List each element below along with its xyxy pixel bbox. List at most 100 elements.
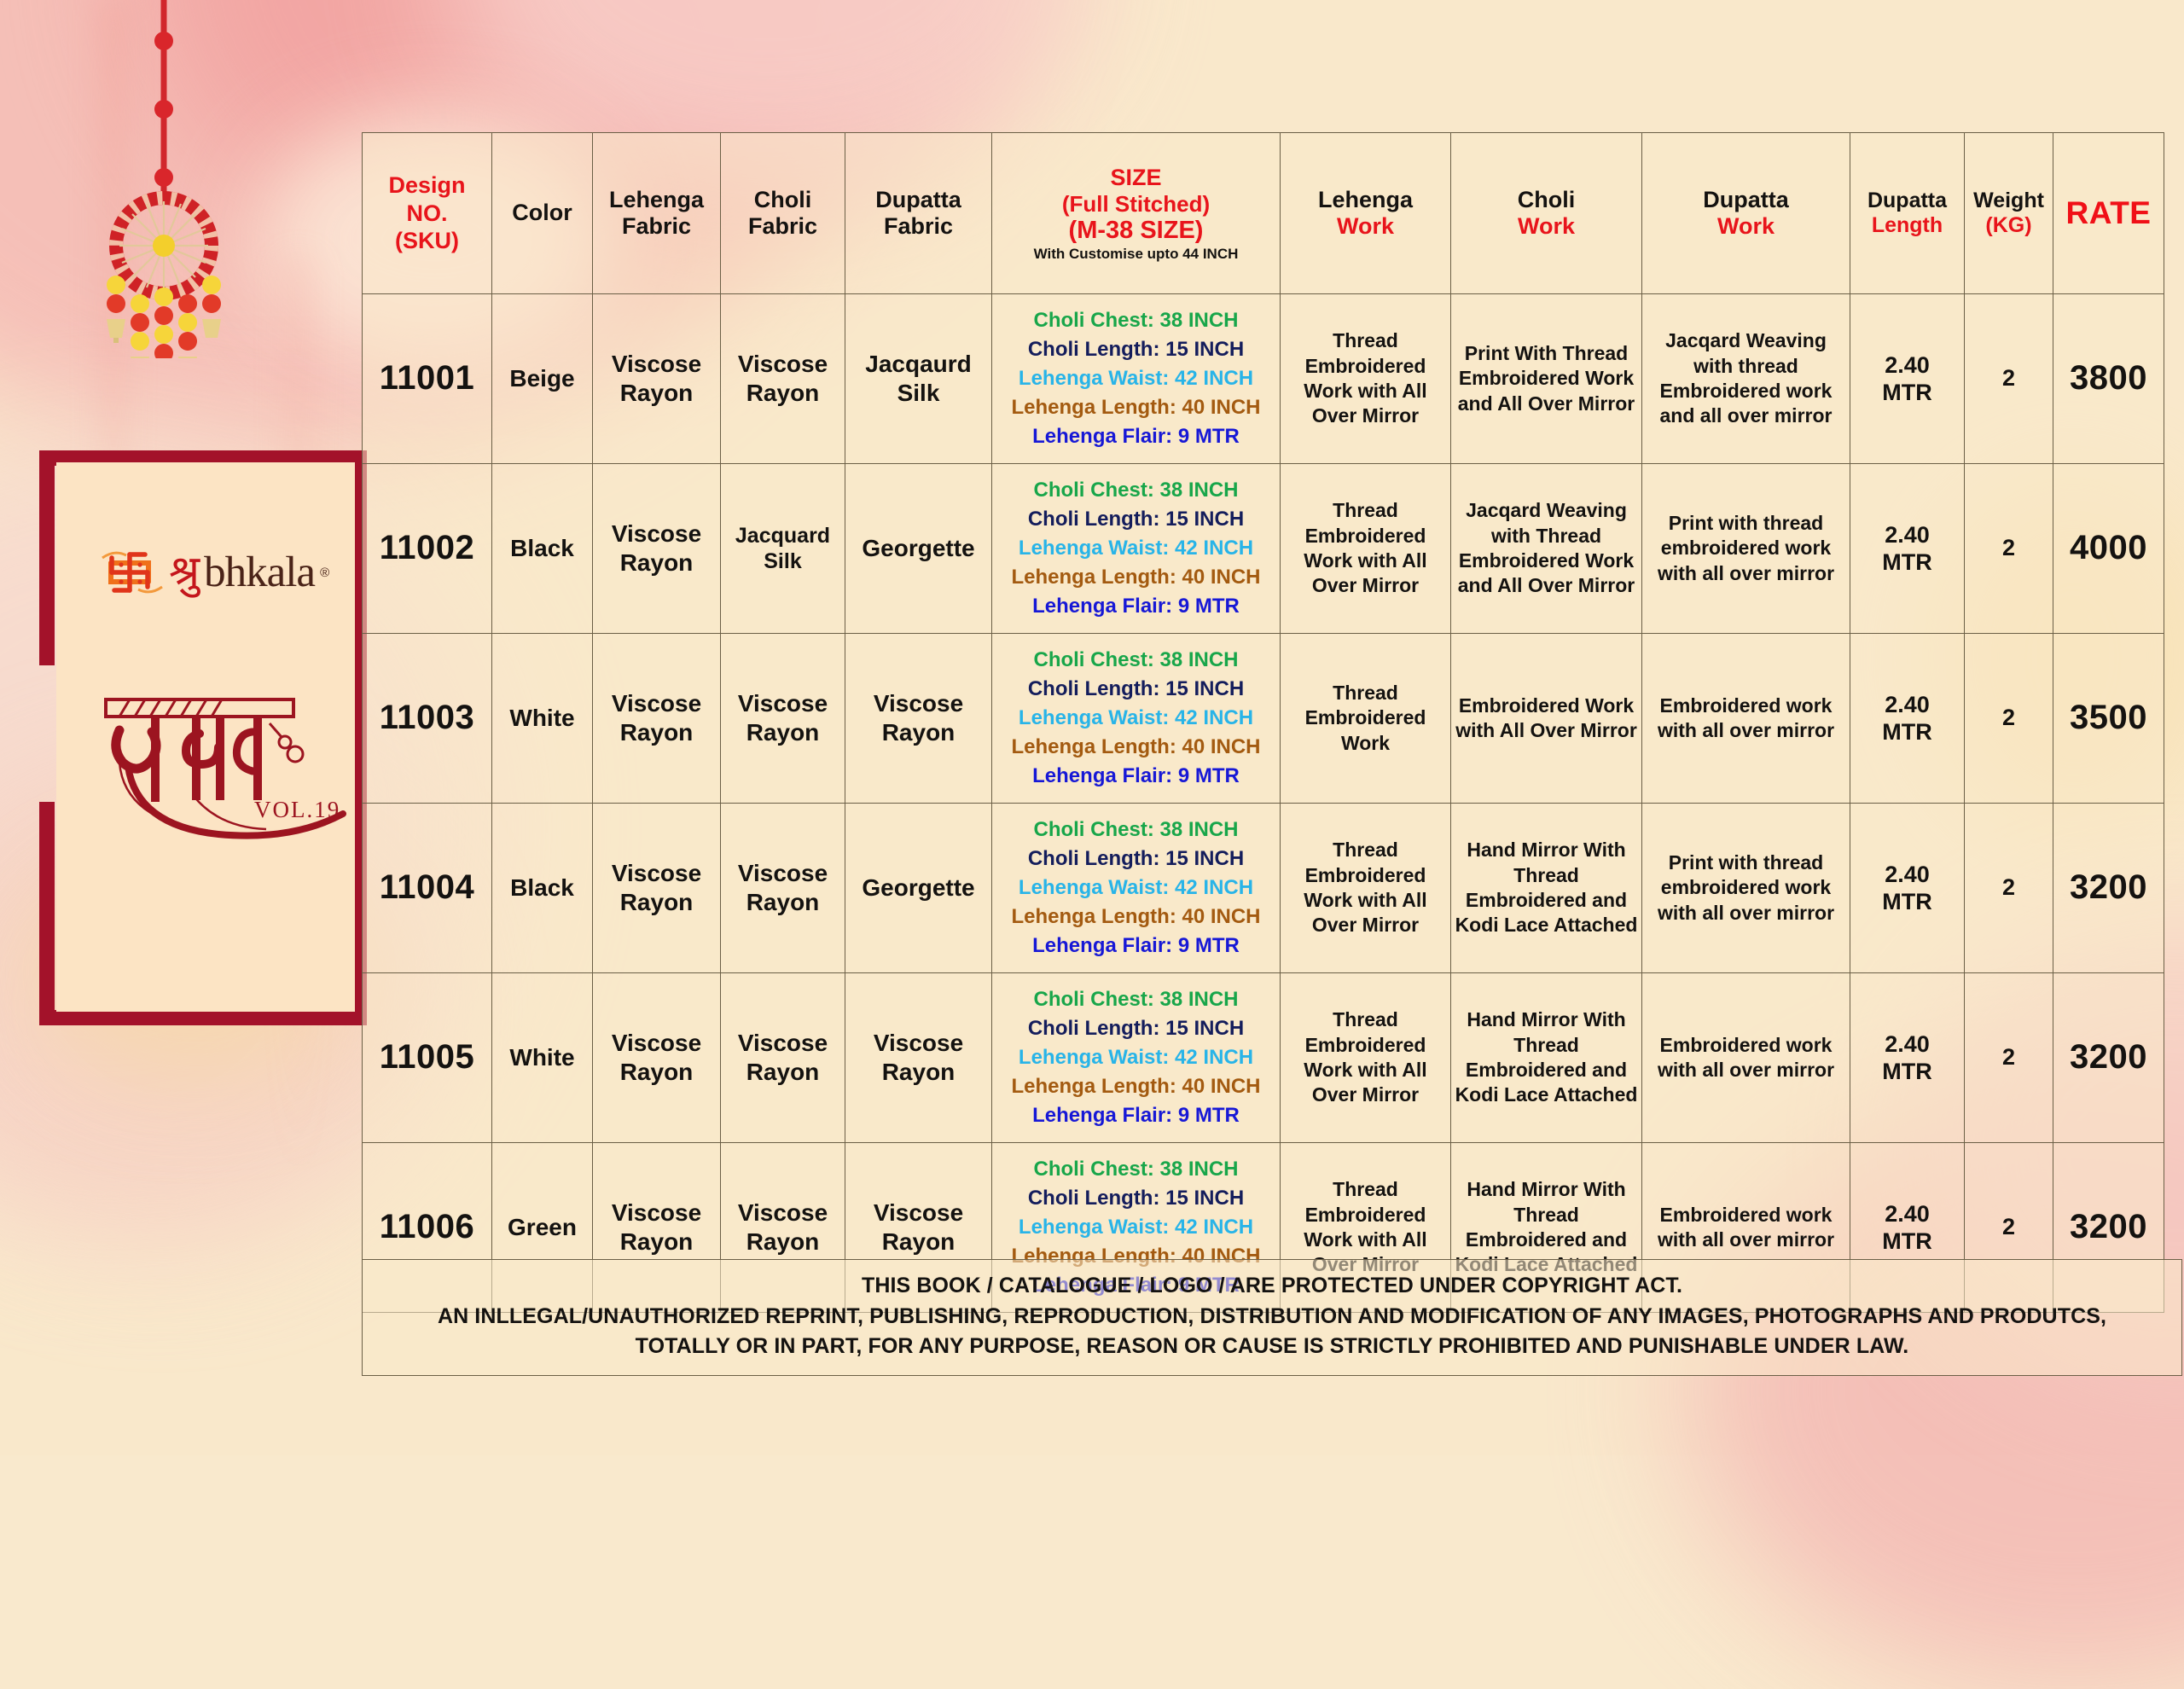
header-dupatta-work-l2: Work (1716, 213, 1774, 239)
size-choli-length: Choli Length: 15 INCH (1027, 846, 1245, 870)
cell-dupatta-length: 2.40 MTR (1850, 972, 1965, 1143)
header-weight-l1: Weight (1973, 189, 2044, 212)
header-lehenga-fabric-l2: Fabric (621, 213, 692, 239)
header-choli-work-l2: Work (1517, 213, 1575, 239)
header-weight-l2: (KG) (1985, 213, 2032, 237)
header-choli-fabric-l2: Fabric (747, 213, 818, 239)
copyright-line-3: TOTALLY OR IN PART, FOR ANY PURPOSE, REA… (635, 1334, 1909, 1358)
cell-dupatta-length: 2.40 MTR (1850, 293, 1965, 464)
header-dupatta-fabric-l2: Fabric (883, 213, 954, 239)
size-lehenga-flair: Lehenga Flair: 9 MTR (1032, 425, 1240, 449)
cell-lehenga-work: Thread Embroidered Work with All Over Mi… (1280, 803, 1451, 973)
logo-inner-panel: श्रु bhkala ® (56, 462, 355, 1012)
cell-dupatta-fabric: Viscose Rayon (845, 633, 992, 804)
size-lehenga-length: Lehenga Length: 40 INCH (1011, 396, 1261, 420)
cell-choli-work: Print With Thread Embroidered Work and A… (1450, 293, 1642, 464)
cell-rate: 3200 (2053, 803, 2164, 973)
cell-lehenga-fabric: Viscose Rayon (592, 972, 721, 1143)
cell-lehenga-fabric: Viscose Rayon (592, 293, 721, 464)
cell-design-no: 11005 (362, 972, 492, 1143)
size-lehenga-waist: Lehenga Waist: 42 INCH (1018, 536, 1254, 560)
header-rate-label: RATE (2065, 194, 2152, 230)
cell-color: Black (491, 463, 593, 634)
table-header-row: Design NO. (SKU) Color Lehenga Fabric Ch… (362, 132, 2164, 294)
cell-weight: 2 (1964, 633, 2053, 804)
size-lehenga-flair: Lehenga Flair: 9 MTR (1032, 764, 1240, 788)
cell-dupatta-work: Embroidered work with all over mirror (1641, 633, 1850, 804)
header-size-l3: (M-38 SIZE) (1068, 217, 1204, 245)
cell-design-no: 11004 (362, 803, 492, 973)
cell-dupatta-fabric: Viscose Rayon (845, 972, 992, 1143)
cell-size: Choli Chest: 38 INCH Choli Length: 15 INC… (991, 293, 1281, 464)
header-dupatta-fabric-l1: Dupatta (875, 186, 961, 212)
size-lehenga-flair: Lehenga Flair: 9 MTR (1032, 934, 1240, 958)
size-choli-chest: Choli Chest: 38 INCH (1033, 1157, 1239, 1181)
size-lehenga-length: Lehenga Length: 40 INCH (1011, 566, 1261, 589)
header-dupatta-length-l1: Dupatta (1867, 189, 1948, 212)
cell-choli-work: Embroidered Work with All Over Mirror (1450, 633, 1642, 804)
cell-lehenga-work: Thread Embroidered Work with All Over Mi… (1280, 972, 1451, 1143)
cell-color: White (491, 633, 593, 804)
volume-label: VOL.19 (254, 797, 341, 822)
header-choli-fabric-l1: Choli (753, 186, 812, 212)
cell-design-no: 11003 (362, 633, 492, 804)
cell-choli-fabric: Viscose Rayon (720, 972, 845, 1143)
table-body: 11001 Beige Viscose Rayon Viscose Rayon Jacqau… (362, 293, 2164, 1313)
cell-dupatta-work: Embroidered work with all over mirror (1641, 972, 1850, 1143)
brand-logo-card: श्रु bhkala ® (32, 444, 374, 1032)
cell-dupatta-fabric: Jacqaurd Silk (845, 293, 992, 464)
size-lehenga-length: Lehenga Length: 40 INCH (1011, 735, 1261, 759)
cell-weight: 2 (1964, 463, 2053, 634)
cell-weight: 2 (1964, 972, 2053, 1143)
cell-dupatta-work: Print with thread embroidered work with … (1641, 463, 1850, 634)
cell-weight: 2 (1964, 293, 2053, 464)
header-choli-fabric: Choli Fabric (720, 132, 845, 294)
cell-dupatta-fabric: Georgette (845, 463, 992, 634)
cell-choli-work: Hand Mirror With Thread Embroidered and … (1450, 972, 1642, 1143)
size-choli-length: Choli Length: 15 INCH (1027, 337, 1245, 361)
size-lehenga-waist: Lehenga Waist: 42 INCH (1018, 705, 1254, 729)
cell-color: Black (491, 803, 593, 973)
header-lehenga-work-l1: Lehenga (1317, 186, 1414, 212)
cell-weight: 2 (1964, 803, 2053, 973)
header-rate: RATE (2053, 132, 2164, 294)
header-size-l2: (Full Stitched) (1061, 190, 1211, 217)
size-lehenga-length: Lehenga Length: 40 INCH (1011, 905, 1261, 929)
header-lehenga-fabric-l1: Lehenga (608, 186, 705, 212)
size-choli-chest: Choli Chest: 38 INCH (1033, 817, 1239, 841)
header-design-no-l1: Design (388, 172, 466, 199)
cell-dupatta-length: 2.40 MTR (1850, 463, 1965, 634)
brand-name-text: bhkala (204, 548, 316, 596)
cell-rate: 4000 (2053, 463, 2164, 634)
header-dupatta-work-l1: Dupatta (1703, 186, 1789, 212)
table-row: 11004 Black Viscose Rayon Viscose Rayon George… (362, 803, 2164, 973)
copyright-notice: THIS BOOK / CATALOGUE / LOGO / ARE PROTE… (362, 1259, 2182, 1376)
cell-lehenga-work: Thread Embroidered Work with All Over Mi… (1280, 293, 1451, 464)
header-dupatta-work: Dupatta Work (1641, 132, 1850, 294)
size-choli-chest: Choli Chest: 38 INCH (1033, 478, 1239, 502)
cell-choli-work: Jacqard Weaving with Thread Embroidered … (1450, 463, 1642, 634)
header-lehenga-fabric: Lehenga Fabric (592, 132, 721, 294)
cell-design-no: 11001 (362, 293, 492, 464)
cell-lehenga-fabric: Viscose Rayon (592, 463, 721, 634)
cell-lehenga-fabric: Viscose Rayon (592, 803, 721, 973)
cell-rate: 3500 (2053, 633, 2164, 804)
header-color: Color (491, 132, 593, 294)
header-design-no-l3: (SKU) (395, 228, 459, 254)
header-design-no-l2: NO. (406, 200, 448, 226)
size-lehenga-waist: Lehenga Waist: 42 INCH (1018, 875, 1254, 899)
cell-lehenga-fabric: Viscose Rayon (592, 633, 721, 804)
copyright-line-2: AN INLLEGAL/UNAUTHORIZED REPRINT, PUBLIS… (437, 1303, 2107, 1328)
size-choli-chest: Choli Chest: 38 INCH (1033, 987, 1239, 1011)
cell-size: Choli Chest: 38 INCH Choli Length: 15 INC… (991, 463, 1281, 634)
cell-size: Choli Chest: 38 INCH Choli Length: 15 INC… (991, 972, 1281, 1143)
header-choli-work: Choli Work (1450, 132, 1642, 294)
cell-size: Choli Chest: 38 INCH Choli Length: 15 INC… (991, 633, 1281, 804)
cell-dupatta-fabric: Georgette (845, 803, 992, 973)
cell-dupatta-work: Jacqard Weaving with thread Embroidered … (1641, 293, 1850, 464)
size-choli-chest: Choli Chest: 38 INCH (1033, 647, 1239, 671)
cell-color: White (491, 972, 593, 1143)
collection-name-artwork (90, 693, 355, 846)
size-lehenga-waist: Lehenga Waist: 42 INCH (1018, 366, 1254, 390)
cell-rate: 3200 (2053, 972, 2164, 1143)
